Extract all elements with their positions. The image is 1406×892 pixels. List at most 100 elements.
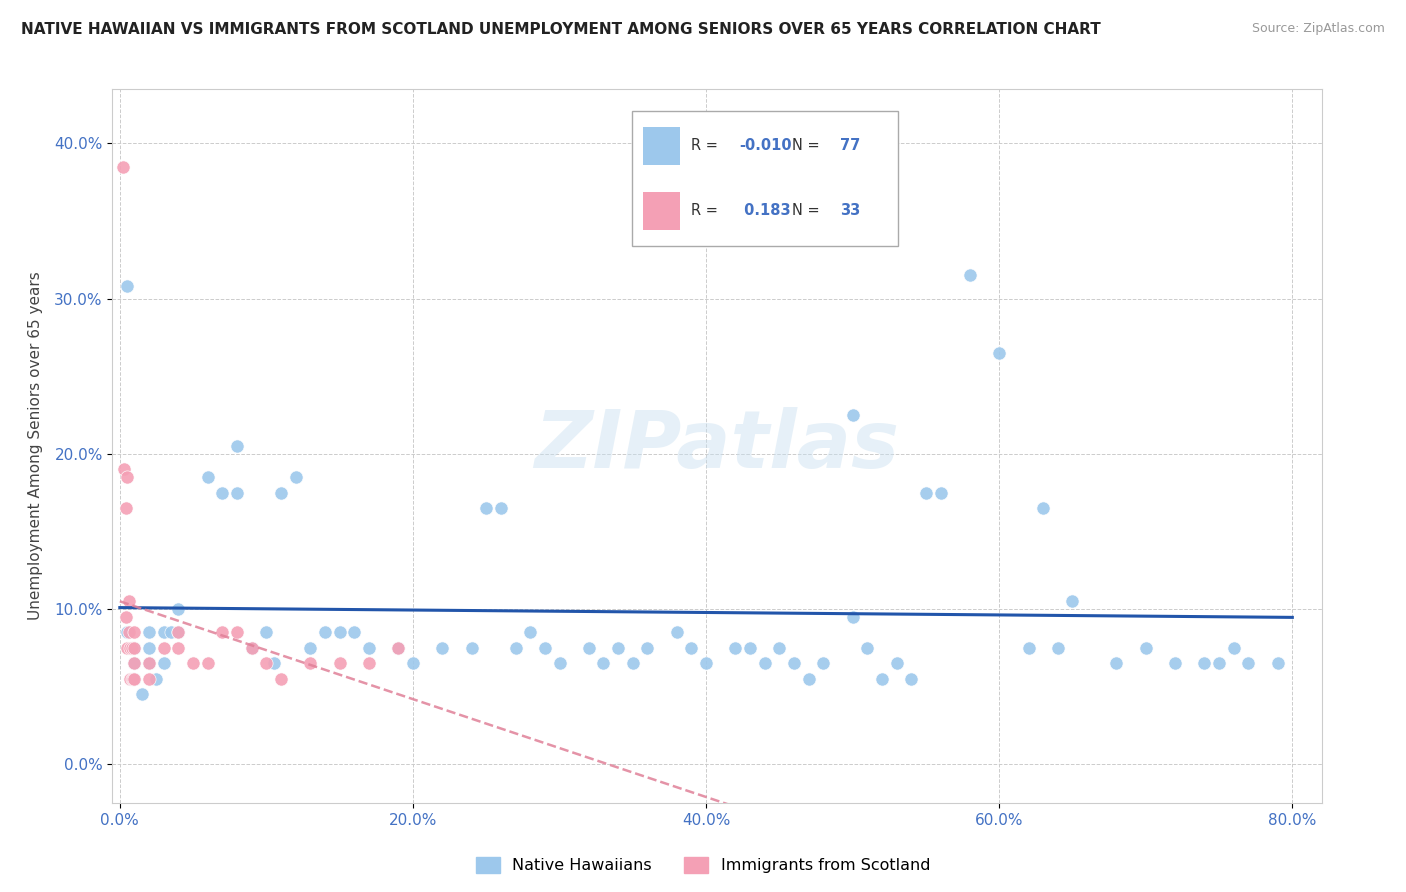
- Point: [797, 672, 820, 686]
- Point: [460, 640, 482, 655]
- Point: [240, 640, 263, 655]
- Point: [138, 640, 160, 655]
- Point: [475, 501, 498, 516]
- Point: [343, 625, 366, 640]
- Point: [197, 656, 219, 670]
- Point: [665, 625, 688, 640]
- Point: [270, 485, 292, 500]
- Point: [124, 640, 146, 655]
- Y-axis label: Unemployment Among Seniors over 65 years: Unemployment Among Seniors over 65 years: [28, 272, 44, 620]
- Point: [124, 672, 146, 686]
- Point: [519, 625, 541, 640]
- Point: [1062, 594, 1084, 608]
- Point: [402, 656, 425, 670]
- Point: [152, 656, 174, 670]
- Point: [357, 656, 380, 670]
- Point: [112, 462, 135, 476]
- Point: [240, 640, 263, 655]
- Point: [578, 640, 600, 655]
- Point: [226, 625, 249, 640]
- Point: [621, 656, 644, 670]
- Point: [1018, 640, 1040, 655]
- Point: [1237, 656, 1260, 670]
- Point: [548, 656, 571, 670]
- Point: [152, 640, 174, 655]
- Point: [959, 268, 981, 283]
- Point: [754, 656, 776, 670]
- Point: [870, 672, 893, 686]
- Point: [505, 640, 527, 655]
- Point: [197, 470, 219, 484]
- Point: [124, 625, 146, 640]
- Point: [138, 625, 160, 640]
- Point: [145, 672, 167, 686]
- Point: [841, 408, 863, 422]
- Point: [841, 609, 863, 624]
- Text: ZIPatlas: ZIPatlas: [534, 407, 900, 485]
- Point: [988, 346, 1011, 360]
- Point: [115, 470, 138, 484]
- Point: [254, 656, 277, 670]
- Point: [329, 625, 352, 640]
- Point: [120, 640, 142, 655]
- Point: [329, 656, 352, 670]
- Point: [160, 625, 183, 640]
- Point: [120, 672, 142, 686]
- Point: [124, 656, 146, 670]
- Point: [900, 672, 922, 686]
- Point: [226, 439, 249, 453]
- Point: [783, 656, 806, 670]
- Point: [592, 656, 614, 670]
- Point: [813, 656, 835, 670]
- Point: [226, 485, 249, 500]
- Point: [357, 640, 380, 655]
- Point: [929, 485, 952, 500]
- Point: [856, 640, 879, 655]
- Point: [681, 640, 703, 655]
- Point: [124, 656, 146, 670]
- Point: [1222, 640, 1244, 655]
- Point: [387, 640, 409, 655]
- Point: [152, 625, 174, 640]
- Point: [886, 656, 908, 670]
- Point: [534, 640, 557, 655]
- Point: [114, 609, 136, 624]
- Point: [124, 672, 146, 686]
- Point: [636, 640, 658, 655]
- Point: [1267, 656, 1289, 670]
- Point: [122, 672, 145, 686]
- Point: [167, 625, 190, 640]
- Point: [167, 602, 190, 616]
- Text: Source: ZipAtlas.com: Source: ZipAtlas.com: [1251, 22, 1385, 36]
- Point: [1135, 640, 1157, 655]
- Point: [607, 640, 630, 655]
- Legend: Native Hawaiians, Immigrants from Scotland: Native Hawaiians, Immigrants from Scotla…: [470, 850, 936, 880]
- Point: [121, 672, 143, 686]
- Point: [724, 640, 747, 655]
- Point: [284, 470, 307, 484]
- Point: [114, 501, 136, 516]
- Text: NATIVE HAWAIIAN VS IMMIGRANTS FROM SCOTLAND UNEMPLOYMENT AMONG SENIORS OVER 65 Y: NATIVE HAWAIIAN VS IMMIGRANTS FROM SCOTL…: [21, 22, 1101, 37]
- Point: [1046, 640, 1069, 655]
- Point: [131, 687, 153, 701]
- Point: [1194, 656, 1216, 670]
- Point: [211, 485, 233, 500]
- Point: [1208, 656, 1230, 670]
- Point: [138, 656, 160, 670]
- Point: [299, 640, 322, 655]
- Point: [121, 640, 143, 655]
- Point: [138, 656, 160, 670]
- Point: [768, 640, 790, 655]
- Point: [738, 640, 761, 655]
- Point: [299, 656, 322, 670]
- Point: [181, 656, 204, 670]
- Point: [387, 640, 409, 655]
- Point: [915, 485, 938, 500]
- Point: [111, 160, 134, 174]
- Point: [138, 672, 160, 686]
- Point: [489, 501, 512, 516]
- Point: [115, 640, 138, 655]
- Point: [121, 640, 143, 655]
- Point: [1032, 501, 1054, 516]
- Point: [254, 625, 277, 640]
